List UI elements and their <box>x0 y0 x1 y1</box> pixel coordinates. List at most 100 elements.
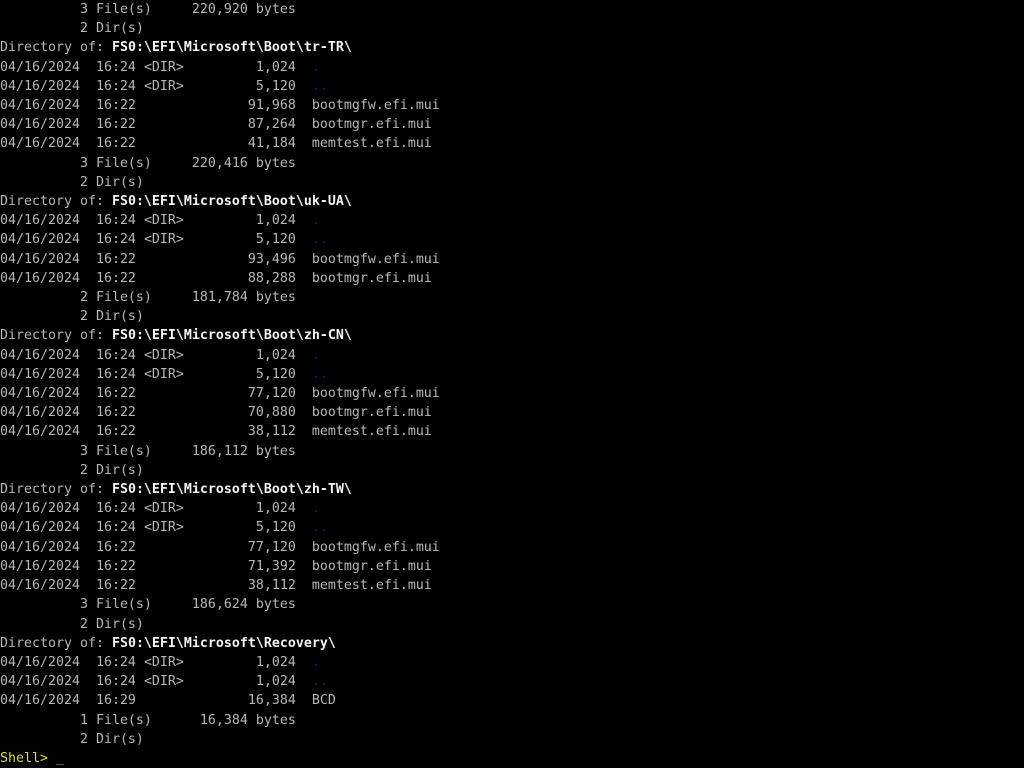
entry-time: 16:22 <box>95 136 144 152</box>
entry-time: 16:24 <box>95 366 144 382</box>
file-entry-row: 04/16/2024 16:22 41,184 memtest.efi.mui <box>0 134 1024 153</box>
entry-time: 16:22 <box>95 117 144 133</box>
attr-spacer <box>144 98 184 113</box>
dir-tag: <DIR> <box>143 232 184 248</box>
entry-name: . <box>295 654 320 670</box>
dir-count-summary-line: 2 Dir(s) <box>0 615 1024 634</box>
dir-count-summary-line: 2 Dir(s) <box>0 19 1024 38</box>
file-count-summary-line: 3 File(s) 220,920 bytes <box>0 0 1024 19</box>
directory-header-line: Directory of: FS0:\EFI\Microsoft\Boot\uk… <box>0 192 1024 211</box>
dir-entry-row: 04/16/2024 16:24 <DIR> 1,024 . <box>0 499 1024 518</box>
directory-of-label: Directory of: <box>0 194 112 210</box>
directory-of-label: Directory of: <box>0 635 112 651</box>
entry-time: 16:22 <box>95 386 144 402</box>
entry-time: 16:22 <box>95 98 144 114</box>
entry-date: 04/16/2024 <box>0 270 96 286</box>
shell-prompt-line[interactable]: Shell> _ <box>0 749 1024 768</box>
entry-name: bootmgfw.efi.mui <box>295 539 440 555</box>
file-count-summary-line: 3 File(s) 220,416 bytes <box>0 154 1024 173</box>
entry-time: 16:24 <box>95 501 144 517</box>
entry-time: 16:22 <box>95 270 144 286</box>
dir-tag: <DIR> <box>143 78 184 94</box>
entry-name: bootmgfw.efi.mui <box>295 98 440 114</box>
entry-name: . <box>295 59 320 75</box>
directory-header-line: Directory of: FS0:\EFI\Microsoft\Recover… <box>0 634 1024 653</box>
entry-name: . <box>295 501 320 517</box>
file-count-summary-line: 3 File(s) 186,112 bytes <box>0 442 1024 461</box>
entry-name: .. <box>295 366 328 382</box>
file-count: 3 File(s) <box>0 155 152 171</box>
entry-time: 16:24 <box>95 674 144 690</box>
dir-count: 2 Dir(s) <box>0 309 144 325</box>
dir-tag: <DIR> <box>143 654 184 670</box>
total-bytes: 186,112 bytes <box>151 443 296 459</box>
entry-time: 16:24 <box>95 232 144 248</box>
total-bytes: 181,784 bytes <box>151 290 296 306</box>
attr-spacer <box>144 424 184 439</box>
entry-date: 04/16/2024 <box>0 578 96 594</box>
directory-path: FS0:\EFI\Microsoft\Boot\uk-UA\ <box>111 194 352 210</box>
entry-name: bootmgr.efi.mui <box>295 558 432 574</box>
dir-count: 2 Dir(s) <box>0 174 144 190</box>
entry-name: memtest.efi.mui <box>295 578 432 594</box>
file-count-summary-line: 1 File(s) 16,384 bytes <box>0 711 1024 730</box>
dir-entry-row: 04/16/2024 16:24 <DIR> 1,024 . <box>0 211 1024 230</box>
entry-size: 71,392 <box>183 558 296 574</box>
dir-entry-row: 04/16/2024 16:24 <DIR> 1,024 .. <box>0 672 1024 691</box>
entry-size: 16,384 <box>183 693 296 709</box>
entry-name: bootmgr.efi.mui <box>295 270 432 286</box>
attr-spacer <box>144 405 184 420</box>
directory-header-line: Directory of: FS0:\EFI\Microsoft\Boot\tr… <box>0 38 1024 57</box>
entry-name: . <box>295 347 320 363</box>
file-count: 3 File(s) <box>0 443 152 459</box>
entry-size: 91,968 <box>183 98 296 114</box>
file-entry-row: 04/16/2024 16:22 87,264 bootmgr.efi.mui <box>0 115 1024 134</box>
directory-path: FS0:\EFI\Microsoft\Boot\zh-CN\ <box>111 328 352 344</box>
entry-time: 16:24 <box>95 654 144 670</box>
dir-tag: <DIR> <box>143 520 184 536</box>
total-bytes: 186,624 bytes <box>151 597 296 613</box>
directory-path: FS0:\EFI\Microsoft\Boot\zh-TW\ <box>111 482 352 498</box>
entry-date: 04/16/2024 <box>0 501 96 517</box>
directory-of-label: Directory of: <box>0 328 112 344</box>
file-entry-row: 04/16/2024 16:22 71,392 bootmgr.efi.mui <box>0 557 1024 576</box>
file-entry-row: 04/16/2024 16:22 38,112 memtest.efi.mui <box>0 576 1024 595</box>
entry-date: 04/16/2024 <box>0 405 96 421</box>
text-cursor[interactable]: _ <box>55 750 64 766</box>
file-count: 2 File(s) <box>0 290 152 306</box>
entry-size: 70,880 <box>183 405 296 421</box>
dir-entry-row: 04/16/2024 16:24 <DIR> 1,024 . <box>0 58 1024 77</box>
entry-size: 1,024 <box>183 213 296 229</box>
entry-date: 04/16/2024 <box>0 424 96 440</box>
entry-size: 5,120 <box>183 232 296 248</box>
entry-date: 04/16/2024 <box>0 136 96 152</box>
attr-spacer <box>144 136 184 151</box>
dir-tag: <DIR> <box>143 213 184 229</box>
entry-size: 88,288 <box>183 270 296 286</box>
entry-time: 16:22 <box>95 405 144 421</box>
attr-spacer <box>144 693 184 708</box>
entry-size: 93,496 <box>183 251 296 267</box>
file-count: 3 File(s) <box>0 597 152 613</box>
dir-entry-row: 04/16/2024 16:24 <DIR> 1,024 . <box>0 346 1024 365</box>
dir-count-summary-line: 2 Dir(s) <box>0 173 1024 192</box>
total-bytes: 220,920 bytes <box>151 2 296 17</box>
dir-entry-row: 04/16/2024 16:24 <DIR> 5,120 .. <box>0 518 1024 537</box>
entry-date: 04/16/2024 <box>0 98 96 114</box>
entry-name: bootmgfw.efi.mui <box>295 251 440 267</box>
dir-tag: <DIR> <box>143 347 184 363</box>
entry-time: 16:24 <box>95 520 144 536</box>
entry-time: 16:22 <box>95 539 144 555</box>
entry-time: 16:24 <box>95 347 144 363</box>
entry-date: 04/16/2024 <box>0 251 96 267</box>
entry-name: . <box>295 213 320 229</box>
dir-entry-row: 04/16/2024 16:24 <DIR> 5,120 .. <box>0 365 1024 384</box>
file-entry-row: 04/16/2024 16:22 70,880 bootmgr.efi.mui <box>0 403 1024 422</box>
dir-count-summary-line: 2 Dir(s) <box>0 461 1024 480</box>
entry-name: bootmgfw.efi.mui <box>295 386 440 402</box>
dir-entry-row: 04/16/2024 16:24 <DIR> 1,024 . <box>0 653 1024 672</box>
entry-time: 16:22 <box>95 578 144 594</box>
directory-of-label: Directory of: <box>0 482 112 498</box>
entry-name: bootmgr.efi.mui <box>295 405 432 421</box>
